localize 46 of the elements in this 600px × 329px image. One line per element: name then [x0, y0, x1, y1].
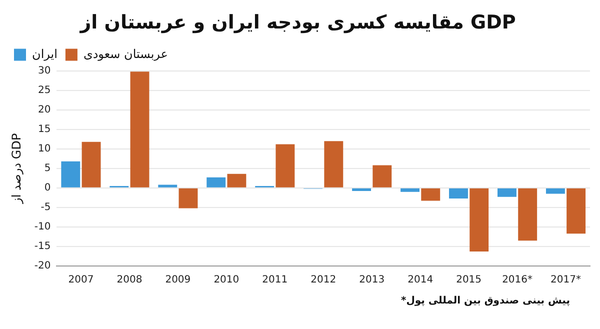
x-tick-label: 2013	[359, 274, 385, 286]
x-tick-label: 2015	[456, 274, 482, 286]
chart-title: مقایسه کسری بودجه ایران و عربستان از GDP	[79, 11, 516, 34]
bar	[566, 188, 586, 234]
bar	[400, 188, 420, 192]
y-axis-title: درصد از GDP	[9, 133, 24, 204]
bar	[498, 188, 516, 197]
text: *پیش بینی صندوق بین المللی پول	[400, 296, 570, 307]
bar	[546, 188, 565, 194]
x-tick-label: 2009	[165, 274, 191, 286]
x-tick-label: 2014	[408, 274, 434, 286]
bar	[372, 165, 392, 188]
bar	[470, 188, 489, 252]
x-tick-label: 2008	[116, 274, 142, 286]
x-tick-label: 2016*	[502, 274, 533, 286]
bar	[227, 174, 246, 188]
bar	[130, 72, 150, 188]
bar	[61, 161, 80, 188]
bar	[449, 188, 468, 198]
y-tick-label: 0	[44, 182, 51, 194]
y-tick-label: 10	[38, 143, 51, 154]
y-tick-label: 30	[38, 65, 51, 76]
x-tick-label: 2011	[262, 274, 288, 286]
x-tick-label: 2017*	[550, 274, 581, 286]
y-tick-label: 25	[38, 84, 51, 96]
legend-label: ایران	[32, 46, 58, 61]
y-tick-label: 5	[44, 162, 51, 174]
bar	[421, 188, 440, 201]
y-tick-label: 15	[38, 124, 51, 135]
bar	[158, 184, 178, 188]
x-tick-label: 2012	[310, 274, 336, 286]
bar	[518, 188, 538, 241]
bar	[206, 177, 226, 188]
y-tick-label: -5	[40, 202, 51, 214]
y-tick-label: -15	[34, 241, 51, 252]
y-tick-label: -20	[34, 260, 51, 272]
bar	[178, 188, 198, 208]
bar	[324, 141, 344, 188]
y-tick-label: -10	[34, 222, 51, 233]
legend-label: عربستان سعودی	[83, 46, 168, 61]
x-tick-label: 2007	[68, 274, 94, 286]
bar	[82, 142, 101, 188]
bar	[352, 188, 372, 192]
bar	[276, 144, 295, 188]
x-tick-label: 2010	[214, 274, 240, 286]
y-tick-label: 20	[38, 104, 51, 116]
